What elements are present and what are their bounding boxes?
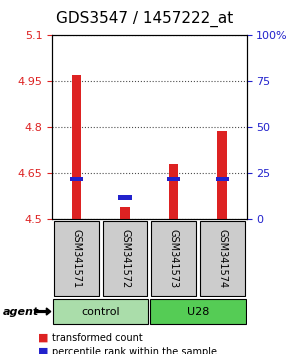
Bar xyxy=(169,164,179,219)
Text: agent: agent xyxy=(3,307,39,316)
Bar xyxy=(218,131,227,219)
Text: U28: U28 xyxy=(187,307,209,316)
Text: transformed count: transformed count xyxy=(52,333,143,343)
Bar xyxy=(118,195,132,200)
FancyBboxPatch shape xyxy=(151,221,196,296)
Text: ■: ■ xyxy=(38,347,48,354)
Text: GDS3547 / 1457222_at: GDS3547 / 1457222_at xyxy=(56,11,234,27)
Bar xyxy=(167,177,180,181)
Text: GSM341573: GSM341573 xyxy=(169,229,179,288)
Bar xyxy=(120,207,130,219)
Text: percentile rank within the sample: percentile rank within the sample xyxy=(52,347,217,354)
FancyBboxPatch shape xyxy=(103,221,147,296)
Bar xyxy=(70,177,83,181)
Text: GSM341571: GSM341571 xyxy=(72,229,81,288)
Bar xyxy=(215,177,229,181)
FancyBboxPatch shape xyxy=(53,299,148,324)
Text: ■: ■ xyxy=(38,333,48,343)
Text: GSM341574: GSM341574 xyxy=(217,229,227,288)
Text: control: control xyxy=(81,307,120,316)
Bar xyxy=(72,75,81,219)
FancyBboxPatch shape xyxy=(200,221,244,296)
FancyBboxPatch shape xyxy=(54,221,99,296)
Text: GSM341572: GSM341572 xyxy=(120,229,130,288)
FancyBboxPatch shape xyxy=(150,299,246,324)
